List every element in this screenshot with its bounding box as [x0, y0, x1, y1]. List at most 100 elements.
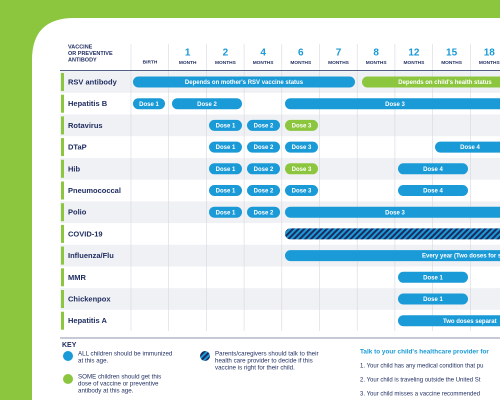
column-unit: MONTHS — [328, 60, 350, 66]
dose-bar — [285, 185, 318, 196]
row-marker — [61, 181, 64, 200]
dose-bar — [133, 76, 355, 88]
talk-item: 1. Your child has any medical condition … — [360, 364, 483, 370]
dose-label: Dose 4 — [423, 167, 443, 173]
row-marker — [61, 290, 64, 308]
row-marker — [61, 116, 64, 135]
dose-bar — [247, 119, 280, 131]
dose-label: Dose 3 — [385, 102, 405, 108]
row-marker — [61, 159, 64, 178]
dose-label: Dose 1 — [216, 145, 236, 151]
dose-label: Dose 1 — [216, 167, 236, 173]
column-unit: MONTHS — [290, 60, 312, 66]
key-text: ALL children should be immunized — [78, 351, 173, 358]
dose-bar — [398, 271, 468, 283]
key-swatch — [63, 351, 73, 361]
row-marker — [61, 246, 64, 265]
key-text: health care provider to decide if this — [215, 358, 313, 365]
dose-label: Dose 3 — [292, 123, 312, 129]
dose-bar — [398, 315, 500, 327]
row-name: RSV antibody — [68, 77, 118, 86]
row-marker — [61, 73, 64, 91]
column-unit: MONTHS — [404, 60, 426, 66]
row-band — [60, 288, 500, 310]
row-name: Chickenpox — [68, 294, 111, 303]
dose-label: Dose 3 — [292, 145, 312, 151]
key-title: KEY — [62, 342, 77, 349]
row-marker — [61, 203, 64, 222]
dose-label: Dose 1 — [423, 297, 443, 303]
dose-bar — [285, 206, 500, 218]
row-name: Polio — [68, 208, 87, 217]
dose-label: Dose 1 — [139, 102, 159, 108]
key-swatch — [200, 351, 210, 361]
dose-label: Dose 2 — [254, 167, 274, 173]
dose-label: Dose 2 — [254, 210, 274, 216]
dose-label: Dose 1 — [423, 275, 443, 281]
dose-label: Dose 2 — [254, 123, 274, 129]
talk-item: 3. Your child misses a vaccine recommend… — [360, 392, 480, 398]
dose-bar — [209, 206, 242, 218]
dose-label: Dose 2 — [254, 145, 274, 151]
column-unit: MONTHS — [253, 60, 275, 66]
dose-bar — [398, 293, 468, 305]
dose-label: Dose 3 — [385, 210, 405, 216]
dose-label: Depends on child's health status — [398, 80, 492, 86]
dose-bar — [172, 98, 242, 110]
dose-bar — [209, 119, 242, 131]
row-marker — [61, 138, 64, 157]
column-number: 1 — [185, 48, 191, 59]
row-name: Influenza/Flu — [68, 251, 114, 260]
dose-bar — [285, 250, 500, 262]
dose-label: Depends on mother's RSV vaccine status — [185, 80, 304, 86]
dose-label: Dose 1 — [216, 123, 236, 129]
dose-bar — [209, 141, 242, 153]
row-marker — [61, 268, 64, 287]
header-title: VACCINE — [68, 44, 93, 50]
row-name: MMR — [68, 273, 86, 282]
row-name: Pneumococcal — [68, 186, 121, 195]
dose-bar — [435, 141, 500, 153]
row-name: DTaP — [68, 143, 87, 152]
key-text: vaccine is right for their child. — [215, 365, 295, 372]
talk-heading: Talk to your child's healthcare provider… — [360, 349, 489, 356]
dose-bar — [285, 119, 318, 131]
row-marker — [61, 224, 64, 243]
talk-item: 2. Your child is traveling outside the U… — [360, 378, 481, 384]
dose-label: Dose 3 — [292, 167, 312, 173]
dose-bar — [247, 141, 280, 153]
key-text: at this age. — [78, 358, 109, 365]
column-number: 18 — [484, 48, 496, 59]
column-unit: MONTHS — [441, 60, 463, 66]
dose-bar — [398, 163, 468, 175]
row-marker — [61, 94, 64, 113]
row-name: Hepatitis B — [68, 99, 108, 108]
column-unit: MONTHS — [366, 60, 388, 66]
dose-label: Dose 3 — [292, 189, 312, 195]
dose-bar — [247, 206, 280, 218]
dose-bar — [247, 185, 280, 196]
dose-bar — [362, 76, 500, 88]
column-number: 4 — [260, 48, 266, 59]
key-text: antibody at this age. — [78, 388, 134, 395]
column-unit: MONTH — [179, 60, 197, 66]
key-swatch — [63, 374, 73, 384]
dose-bar — [285, 163, 318, 175]
dose-bar — [209, 163, 242, 175]
column-label: BIRTH — [143, 59, 158, 65]
dose-label: Dose 2 — [197, 102, 217, 108]
column-number: 6 — [298, 48, 304, 59]
dose-label: Dose 1 — [216, 189, 236, 195]
row-marker — [61, 311, 64, 330]
header-title: ANTIBODY — [68, 57, 97, 63]
dose-bar — [398, 185, 468, 196]
column-number: 2 — [223, 48, 229, 59]
column-number: 8 — [373, 48, 379, 59]
dose-bar — [209, 185, 242, 196]
dose-label: Dose 4 — [423, 189, 443, 195]
column-number: 7 — [336, 48, 342, 59]
dose-label: Two doses separat — [443, 319, 497, 325]
dose-bar — [285, 228, 500, 240]
